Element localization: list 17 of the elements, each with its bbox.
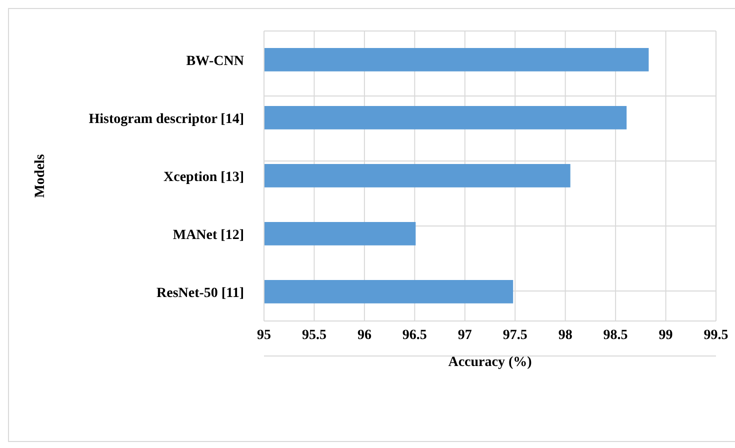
x-tick-label: 96.5 — [402, 328, 427, 343]
y-tick-label: BW-CNN — [186, 54, 244, 69]
y-tick-label: Histogram descriptor [14] — [88, 112, 244, 127]
y-tick-label: Xception [13] — [164, 170, 244, 185]
x-tick-label: 98.5 — [603, 328, 628, 343]
x-tick-label: 99.5 — [704, 328, 728, 343]
y-axis-title: Models — [32, 154, 48, 198]
x-axis-title: Accuracy (%) — [448, 355, 532, 370]
x-tick-label: 95.5 — [302, 328, 326, 343]
x-tick-label: 95 — [257, 328, 271, 343]
x-tick-label: 98 — [558, 328, 572, 343]
y-tick-label: MANet [12] — [172, 228, 244, 243]
x-tick-label: 97.5 — [502, 328, 528, 343]
x-tick-label: 96 — [357, 328, 372, 343]
y-tick-label: ResNet-50 [11] — [156, 286, 244, 301]
x-tick-label: 99 — [658, 328, 673, 343]
x-tick-label: 97 — [458, 328, 472, 343]
